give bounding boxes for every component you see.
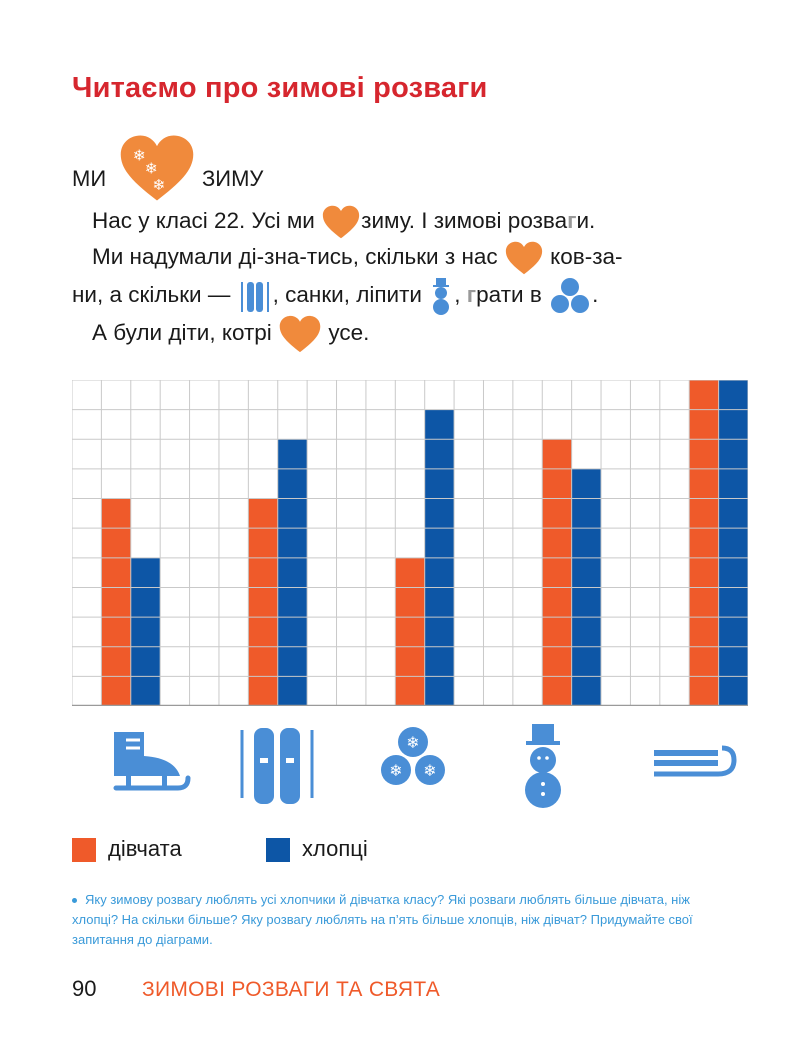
skis-icon — [240, 282, 269, 313]
heading-left: МИ — [72, 166, 107, 191]
bar-chart — [72, 380, 748, 706]
text: ни, а скільки — — [72, 282, 231, 307]
sled-icon — [654, 745, 737, 777]
bar-хлопці-sled — [718, 380, 748, 706]
bar-дівчата-skates — [101, 498, 131, 706]
snowballs-icon — [551, 278, 590, 314]
page-number: 90 — [72, 976, 97, 1001]
text: зиму. І зимові розва — [361, 208, 568, 233]
legend-girls: дівчата — [72, 836, 182, 863]
text: Нас у класі 22. Усі ми — [92, 208, 315, 233]
paragraph-line-3: ни, а скільки — , санки, ліпити , грати … — [72, 276, 760, 316]
heart-icon — [321, 205, 361, 239]
snowman-icon — [525, 724, 561, 808]
bar-дівчата-snowballs — [395, 557, 425, 706]
text: , санки, ліпити — [272, 282, 422, 307]
task-body: Яку зимову розвагу люблять усі хлопчики … — [72, 892, 693, 947]
category-icons: ❄ ❄ ❄ — [0, 722, 800, 812]
paragraph-line-2: Ми надумали ді-зна-тись, скільки з нас к… — [72, 238, 780, 276]
girls-swatch — [72, 838, 96, 863]
text: г — [466, 282, 477, 307]
text: А були діти, котрі — [92, 320, 272, 345]
heart-icon — [278, 315, 322, 353]
text: . — [592, 282, 599, 307]
text: усе. — [328, 320, 370, 345]
page-title: Читаємо про зимові розваги — [72, 72, 488, 104]
text: Ми надумали ді-зна-тись, скільки з нас — [92, 244, 498, 269]
svg-text:❄: ❄ — [423, 761, 436, 780]
bar-дівчата-sled — [689, 380, 719, 706]
bullet-icon — [72, 898, 77, 904]
bar-дівчата-skis — [248, 498, 278, 706]
svg-text:❄: ❄ — [145, 159, 158, 177]
bar-хлопці-skates — [130, 557, 161, 706]
bar-дівчата-snowman — [542, 439, 572, 706]
paragraph-line-1: Нас у класі 22. Усі ми зиму. І зимові ро… — [72, 202, 780, 240]
heart-icon — [504, 241, 544, 275]
svg-text:❄: ❄ — [389, 761, 402, 780]
task-text: Яку зимову розвагу люблять усі хлопчики … — [72, 890, 732, 950]
text: г — [567, 208, 577, 233]
snowman-icon — [433, 278, 450, 316]
legend-boys: хлопці — [266, 836, 368, 863]
skate-icon — [113, 732, 191, 791]
legend-label: дівчата — [108, 836, 182, 861]
text: рати в — [476, 282, 542, 307]
heading-right-line: ЗИМУ — [202, 166, 263, 192]
footer-section-title: ЗИМОВІ РОЗВАГИ ТА СВЯТА — [142, 978, 441, 1001]
svg-text:❄: ❄ — [406, 733, 419, 752]
paragraph-line-4: А були діти, котрі усе. — [72, 314, 780, 353]
boys-swatch — [266, 838, 290, 863]
skis-icon — [240, 728, 314, 804]
heading-right: ЗИМУ — [202, 166, 264, 191]
text: и. — [576, 208, 596, 233]
snowballs-icon: ❄❄ ❄ — [381, 727, 445, 785]
svg-text:❄: ❄ — [152, 176, 165, 194]
heading-line: МИ — [72, 166, 106, 192]
heart-snowflake-icon: ❄❄❄ — [118, 134, 196, 202]
text: , — [454, 282, 461, 307]
legend-label: хлопці — [302, 836, 368, 861]
bar-хлопці-skis — [277, 439, 308, 706]
text: ков-за- — [550, 244, 623, 269]
svg-text:❄: ❄ — [133, 146, 146, 164]
